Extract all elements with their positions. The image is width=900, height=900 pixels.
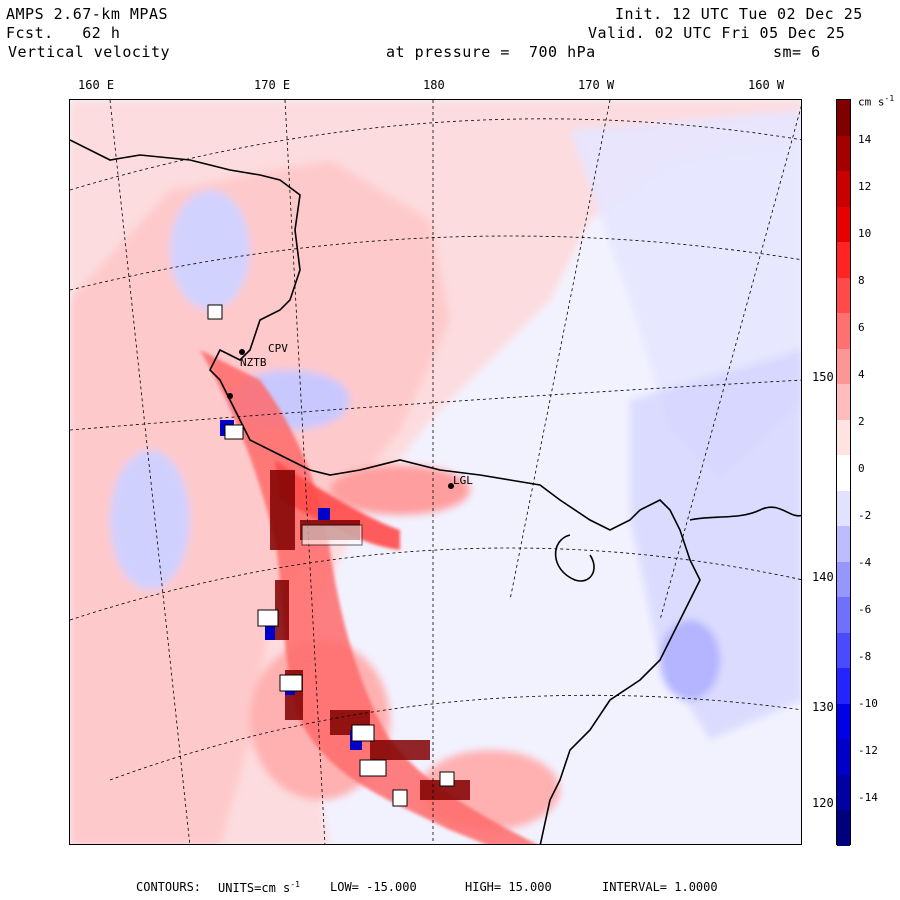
footer-units: UNITS=cm s-1 [218, 880, 300, 895]
colorbar-tick-label: -8 [858, 650, 872, 663]
colorbar-tick-label: 4 [858, 368, 865, 381]
level-label: at pressure = [386, 43, 510, 61]
valid-time: Valid. 02 UTC Fri 05 Dec 25 [588, 24, 846, 42]
colorbar-swatch [837, 455, 850, 492]
colorbar-tick-label: -2 [858, 509, 872, 522]
station-label-cpv: CPV [268, 342, 288, 355]
colorbar-tick-label: 0 [858, 462, 865, 475]
footer-interval: INTERVAL= 1.0000 [602, 880, 718, 894]
lon-label-170w: 170 W [578, 78, 615, 92]
colorbar-swatch [837, 100, 850, 137]
colorbar-tick-label: -14 [858, 791, 878, 804]
footer-contours: CONTOURS: [136, 880, 202, 894]
colorbar-tick-label: 6 [858, 321, 865, 334]
colorbar-swatch [837, 810, 850, 847]
forecast-value: 62 h [82, 24, 121, 42]
colorbar-tick-label: -10 [858, 697, 878, 710]
colorbar-swatch [837, 419, 850, 456]
colorbar-swatch [837, 597, 850, 634]
colorbar-tick-label: 14 [858, 133, 872, 146]
graticule [70, 100, 801, 844]
colorbar-swatch [837, 384, 850, 421]
colorbar-swatch [837, 277, 850, 314]
colorbar-tick-label: 8 [858, 274, 865, 287]
lon-label-160e: 160 E [78, 78, 115, 92]
footer-units-exp: -1 [290, 880, 300, 889]
colorbar-tick-label: 2 [858, 415, 865, 428]
colorbar-tick-label: -6 [858, 603, 872, 616]
lon-label-160w: 160 W [748, 78, 785, 92]
colorbar-swatch [837, 313, 850, 350]
forecast-hour: Fcst. 62 h [6, 24, 120, 42]
footer-high: HIGH= 15.000 [465, 880, 552, 894]
model-title: AMPS 2.67-km MPAS [6, 5, 169, 23]
colorbar-swatch [837, 526, 850, 563]
colorbar-swatch [837, 135, 850, 172]
colorbar-unit: cm s-1 [858, 94, 894, 109]
colorbar-swatch [837, 242, 850, 279]
colorbar-swatch [837, 561, 850, 598]
station-label-nztb: NZTB [240, 356, 267, 369]
forecast-label: Fcst. [6, 24, 54, 42]
level-value: 700 hPa [528, 43, 596, 61]
colorbar-swatch [837, 668, 850, 705]
colorbar-swatch [837, 171, 850, 208]
colorbar-swatch [837, 703, 850, 740]
colorbar-swatch [837, 774, 850, 811]
colorbar-swatch [837, 632, 850, 669]
colorbar [836, 99, 851, 847]
colorbar-swatch [837, 206, 850, 243]
colorbar-tick-label: 12 [858, 180, 872, 193]
footer-low: LOW= -15.000 [330, 880, 417, 894]
colorbar-tick-label: -4 [858, 556, 872, 569]
smoothing: sm= 6 [773, 43, 821, 61]
lon-label-170e: 170 E [254, 78, 291, 92]
field-name: Vertical velocity [8, 43, 171, 61]
colorbar-tick-label: -12 [858, 744, 878, 757]
extreme-boxes [207, 304, 455, 807]
colorbar-unit-text: cm s [858, 95, 885, 109]
coastline [70, 139, 801, 844]
colorbar-swatch [837, 348, 850, 385]
colorbar-swatch [837, 490, 850, 527]
map-canvas [70, 100, 801, 844]
colorbar-unit-exp: -1 [884, 94, 895, 103]
footer-units-text: UNITS=cm s [218, 881, 291, 895]
colorbar-tick-label: 10 [858, 227, 872, 240]
lon-label-180: 180 [423, 78, 445, 92]
init-time: Init. 12 UTC Tue 02 Dec 25 [615, 5, 863, 23]
level-info: at pressure = 700 hPa [386, 43, 596, 61]
vertical-velocity-map [69, 99, 802, 845]
station-markers [227, 349, 454, 489]
station-label-lgl: LGL [453, 474, 473, 487]
colorbar-swatch [837, 739, 850, 776]
